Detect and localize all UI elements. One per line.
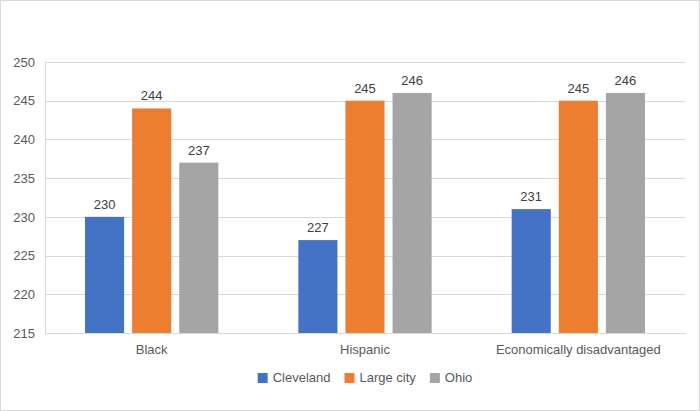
legend-item: Cleveland (258, 370, 331, 385)
data-label: 237 (188, 143, 210, 158)
data-label: 231 (520, 189, 542, 204)
legend-swatch (258, 373, 268, 383)
y-tick-label: 220 (13, 287, 35, 302)
bar (179, 163, 218, 333)
bar (393, 93, 432, 333)
legend-swatch (430, 373, 440, 383)
y-tick: 240 (13, 132, 45, 147)
x-tick-label: Hispanic (340, 342, 390, 357)
data-label: 245 (567, 81, 589, 96)
bar (559, 101, 598, 333)
y-tick: 245 (13, 93, 45, 108)
bar (345, 101, 384, 333)
y-axis: 215 220 225 230 235 240 245 250 (13, 55, 45, 341)
y-tick-label: 230 (13, 210, 35, 225)
x-tick: Hispanic (340, 342, 390, 357)
y-tick: 220 (13, 287, 45, 302)
chart-frame (1, 1, 700, 411)
y-tick-label: 245 (13, 93, 35, 108)
grid-line (45, 62, 685, 63)
y-tick-label: 215 (13, 326, 35, 341)
y-tick: 250 (13, 55, 45, 70)
bar (298, 240, 337, 333)
y-tick: 235 (13, 171, 45, 186)
bar (512, 209, 551, 333)
bars (85, 93, 645, 333)
legend-label: Ohio (445, 370, 472, 385)
chart: 2152202252302352402452502302272312442452… (0, 0, 700, 411)
legend-item: Ohio (430, 370, 472, 385)
y-tick-label: 240 (13, 132, 35, 147)
x-tick: Black (136, 342, 168, 357)
y-tick-label: 250 (13, 55, 35, 70)
legend: Cleveland Large city Ohio (258, 370, 473, 385)
grid (45, 63, 685, 334)
legend-label: Large city (359, 370, 416, 385)
x-tick-label: Black (136, 342, 168, 357)
bar (606, 93, 645, 333)
y-tick: 230 (13, 210, 45, 225)
y-tick: 225 (13, 248, 45, 263)
data-label: 244 (141, 88, 163, 103)
x-tick: Economically disadvantaged (496, 342, 661, 357)
data-label: 246 (615, 73, 637, 88)
legend-swatch (344, 373, 354, 383)
bar (85, 217, 124, 333)
data-label: 245 (354, 81, 376, 96)
data-label: 230 (94, 197, 116, 212)
legend-item: Large city (344, 370, 416, 385)
y-tick-label: 235 (13, 171, 35, 186)
y-axis-line (45, 63, 46, 334)
bar (132, 108, 171, 333)
legend-label: Cleveland (273, 370, 331, 385)
y-tick: 215 (13, 326, 45, 341)
grid-line (45, 333, 685, 334)
data-labels: 230 227 231 244 245 245 237 246 246 (94, 73, 637, 235)
data-label: 227 (307, 220, 329, 235)
x-axis-line (46, 333, 686, 334)
x-tick-label: Economically disadvantaged (496, 342, 661, 357)
y-tick-label: 225 (13, 248, 35, 263)
x-axis: Black Hispanic Economically disadvantaged (46, 334, 686, 358)
data-label: 246 (401, 73, 423, 88)
